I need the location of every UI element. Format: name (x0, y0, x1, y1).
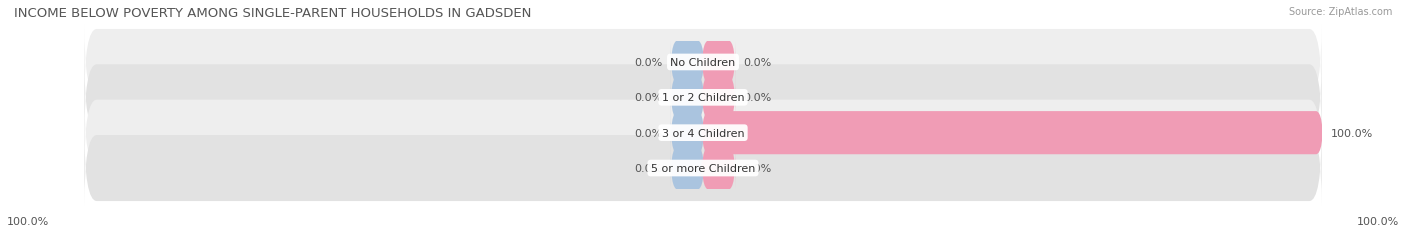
Text: 3 or 4 Children: 3 or 4 Children (662, 128, 744, 138)
Text: 0.0%: 0.0% (634, 128, 662, 138)
FancyBboxPatch shape (671, 76, 704, 119)
Text: 100.0%: 100.0% (1357, 216, 1399, 226)
Text: No Children: No Children (671, 58, 735, 68)
FancyBboxPatch shape (84, 60, 1322, 135)
Text: 100.0%: 100.0% (7, 216, 49, 226)
FancyBboxPatch shape (671, 41, 704, 84)
FancyBboxPatch shape (702, 147, 735, 190)
Text: 0.0%: 0.0% (634, 58, 662, 68)
FancyBboxPatch shape (671, 147, 704, 190)
Text: 0.0%: 0.0% (744, 163, 772, 173)
FancyBboxPatch shape (671, 112, 704, 155)
Text: 0.0%: 0.0% (634, 93, 662, 103)
Text: INCOME BELOW POVERTY AMONG SINGLE-PARENT HOUSEHOLDS IN GADSDEN: INCOME BELOW POVERTY AMONG SINGLE-PARENT… (14, 7, 531, 20)
Text: Source: ZipAtlas.com: Source: ZipAtlas.com (1288, 7, 1392, 17)
Text: 5 or more Children: 5 or more Children (651, 163, 755, 173)
FancyBboxPatch shape (84, 96, 1322, 171)
Text: 1 or 2 Children: 1 or 2 Children (662, 93, 744, 103)
Text: 0.0%: 0.0% (634, 163, 662, 173)
FancyBboxPatch shape (84, 25, 1322, 100)
Text: 100.0%: 100.0% (1331, 128, 1374, 138)
Text: 0.0%: 0.0% (744, 93, 772, 103)
FancyBboxPatch shape (702, 112, 1323, 155)
FancyBboxPatch shape (84, 131, 1322, 206)
FancyBboxPatch shape (702, 76, 735, 119)
Text: 0.0%: 0.0% (744, 58, 772, 68)
FancyBboxPatch shape (702, 41, 735, 84)
